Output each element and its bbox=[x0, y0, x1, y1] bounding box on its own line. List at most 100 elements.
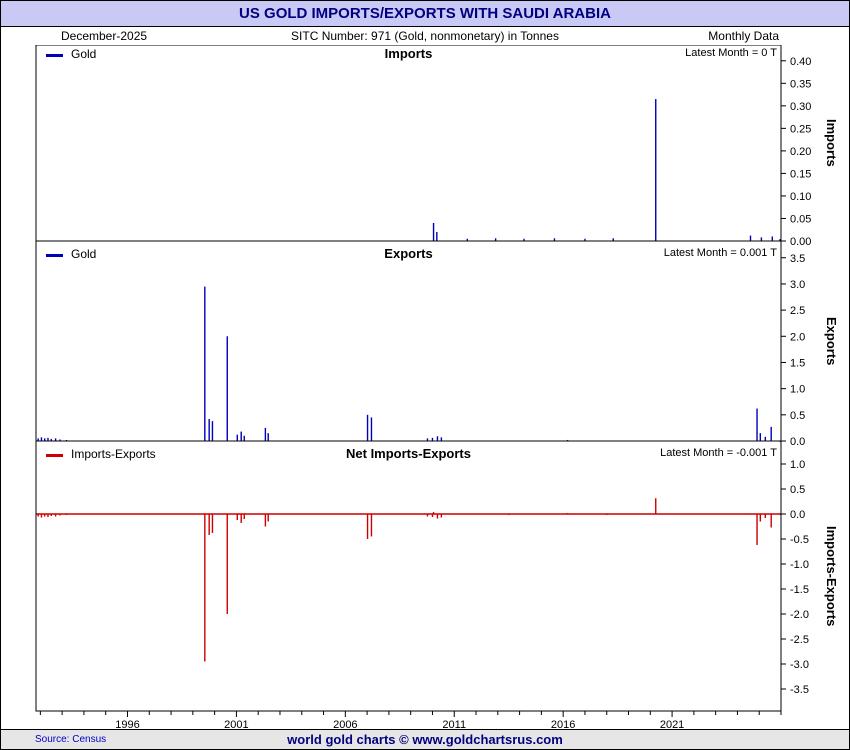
net-bar bbox=[764, 514, 767, 518]
imports-bar bbox=[494, 238, 497, 241]
net-bar bbox=[226, 514, 228, 614]
net-bar bbox=[779, 514, 781, 515]
imports-bar bbox=[779, 239, 781, 241]
exports-bar bbox=[440, 437, 443, 441]
y-tick-label: -0.5 bbox=[790, 534, 809, 546]
y-tick-label: 2.0 bbox=[790, 331, 805, 343]
net-bar bbox=[770, 514, 772, 528]
exports-bar bbox=[65, 439, 68, 441]
panel-net: 1.0 0.5 0.0 -0.5 -1.0 -1.5 -2.0 -2.5 -3.0 -3.5 bbox=[35, 440, 809, 712]
exports-bar bbox=[770, 426, 772, 441]
imports-bar bbox=[432, 222, 435, 241]
y-tick-label: 0.05 bbox=[790, 213, 811, 225]
y-tick-label: 0.30 bbox=[790, 101, 811, 113]
net-bar bbox=[204, 514, 206, 662]
exports-bar bbox=[204, 286, 206, 441]
exports-bar bbox=[436, 436, 439, 441]
net-bar bbox=[240, 514, 242, 523]
y-tick-label: -2.5 bbox=[790, 634, 809, 646]
exports-bar bbox=[37, 438, 39, 441]
net-bar bbox=[508, 514, 510, 515]
frequency-label: Monthly Data bbox=[708, 29, 779, 43]
panel-border bbox=[35, 240, 782, 442]
exports-axis-title: Exports bbox=[824, 316, 839, 366]
exports-bar bbox=[47, 437, 49, 441]
imports-bar bbox=[749, 235, 752, 241]
y-tick-label: 0.0 bbox=[790, 509, 805, 521]
y-tick-label: -3.0 bbox=[790, 659, 809, 671]
imports-bar bbox=[466, 238, 469, 241]
panel-border bbox=[35, 45, 782, 242]
y-tick-label: 2.5 bbox=[790, 305, 805, 317]
y-tick-label: 3.0 bbox=[790, 279, 805, 291]
exports-bar bbox=[756, 408, 758, 441]
net-bar bbox=[211, 514, 214, 533]
y-tick-label: 0.5 bbox=[790, 410, 805, 422]
net-bar bbox=[436, 514, 439, 519]
net-bar bbox=[65, 514, 68, 515]
y-tick-label: 1.5 bbox=[790, 357, 805, 369]
exports-bar bbox=[208, 419, 210, 441]
net-bar bbox=[566, 513, 569, 514]
net-bar bbox=[749, 513, 752, 515]
x-tick-label: 2006 bbox=[333, 719, 357, 729]
x-tick-label: 2021 bbox=[660, 719, 684, 729]
footer-bar: Source: Census world gold charts © www.g… bbox=[1, 729, 849, 749]
net-latest-value: Latest Month = -0.001 T bbox=[660, 447, 777, 459]
imports-legend-swatch bbox=[46, 54, 63, 57]
y-tick-label: 1.0 bbox=[790, 459, 805, 471]
imports-bar bbox=[584, 238, 586, 241]
imports-panel-title: Imports bbox=[384, 46, 433, 61]
y-tick-label: -1.0 bbox=[790, 559, 809, 571]
y-tick-label: 0.35 bbox=[790, 78, 811, 90]
net-bar bbox=[37, 514, 39, 517]
exports-bar bbox=[211, 421, 214, 441]
net-bar bbox=[208, 514, 210, 535]
net-legend-label: Imports-Exports bbox=[71, 447, 156, 461]
net-bar bbox=[431, 514, 434, 517]
imports-latest-value: Latest Month = 0 T bbox=[685, 47, 777, 59]
exports-bar bbox=[264, 427, 267, 441]
chart-canvas: 0.400.350.300.250.200.150.100.050.003.53… bbox=[35, 45, 811, 729]
y-tick-label: -2.0 bbox=[790, 609, 809, 621]
exports-bar bbox=[236, 434, 238, 441]
net-bar bbox=[44, 514, 46, 517]
x-tick-label: 2016 bbox=[551, 719, 575, 729]
exports-panel-title: Exports bbox=[384, 246, 433, 261]
imports-axis-title: Imports bbox=[824, 119, 839, 167]
exports-bar bbox=[243, 435, 245, 441]
net-bar bbox=[366, 514, 369, 539]
net-bar bbox=[59, 514, 61, 516]
net-legend-swatch bbox=[46, 454, 63, 457]
exports-bar bbox=[431, 437, 434, 441]
page-title: US GOLD IMPORTS/EXPORTS WITH SAUDI ARABI… bbox=[1, 1, 849, 27]
net-bar bbox=[426, 514, 429, 517]
net-bar bbox=[54, 514, 57, 517]
exports-bar bbox=[44, 438, 46, 441]
y-tick-label: 0.20 bbox=[790, 146, 811, 158]
net-bar bbox=[655, 498, 657, 514]
exports-bar bbox=[764, 436, 767, 441]
exports-bar bbox=[759, 433, 762, 441]
net-bar bbox=[440, 514, 443, 518]
imports-bar bbox=[655, 99, 657, 241]
y-tick-label: 0.40 bbox=[790, 56, 811, 68]
y-tick-label: 0.0 bbox=[790, 436, 805, 448]
x-tick-label: 2011 bbox=[442, 719, 466, 729]
imports-bar bbox=[612, 238, 614, 241]
exports-bar bbox=[366, 414, 369, 441]
imports-bar bbox=[760, 237, 763, 241]
imports-bar bbox=[523, 238, 525, 241]
imports-bar bbox=[771, 236, 773, 241]
y-tick-label: 0.25 bbox=[790, 123, 811, 135]
net-bar bbox=[606, 514, 608, 515]
exports-bar bbox=[54, 438, 57, 441]
copyright-label: world gold charts © www.goldchartsrus.co… bbox=[287, 732, 563, 747]
subheader: December-2025 SITC Number: 971 (Gold, no… bbox=[1, 27, 849, 45]
exports-bar bbox=[240, 431, 242, 441]
net-bar bbox=[236, 514, 238, 520]
y-tick-label: 0.00 bbox=[790, 236, 811, 248]
exports-bar bbox=[50, 438, 52, 441]
exports-bar bbox=[267, 433, 269, 441]
